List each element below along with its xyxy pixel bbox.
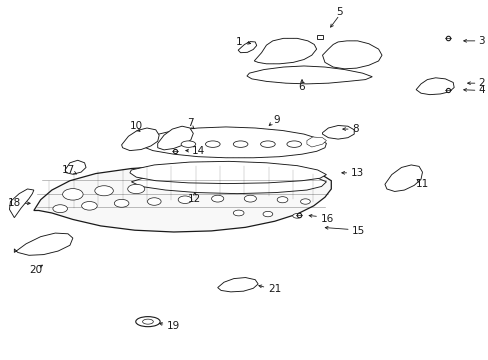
Ellipse shape — [286, 141, 301, 147]
Ellipse shape — [233, 210, 244, 216]
Ellipse shape — [53, 205, 67, 213]
Polygon shape — [254, 39, 316, 64]
Ellipse shape — [263, 211, 272, 217]
Polygon shape — [158, 126, 193, 150]
Polygon shape — [14, 233, 73, 255]
Text: 6: 6 — [298, 82, 305, 93]
Text: 13: 13 — [350, 168, 363, 178]
Text: 20: 20 — [29, 265, 42, 275]
Polygon shape — [131, 170, 326, 194]
Ellipse shape — [300, 199, 310, 204]
Ellipse shape — [81, 202, 97, 210]
Ellipse shape — [244, 195, 256, 202]
Polygon shape — [246, 66, 371, 84]
Polygon shape — [130, 161, 326, 184]
Ellipse shape — [114, 199, 129, 207]
Text: 12: 12 — [188, 194, 201, 204]
Ellipse shape — [211, 195, 224, 202]
Text: 19: 19 — [166, 321, 180, 331]
Text: 21: 21 — [267, 284, 281, 294]
Ellipse shape — [292, 213, 301, 218]
Ellipse shape — [127, 184, 144, 194]
Text: 9: 9 — [272, 115, 279, 125]
Text: 17: 17 — [61, 165, 75, 175]
Ellipse shape — [178, 196, 191, 203]
Ellipse shape — [205, 141, 220, 147]
Text: 3: 3 — [478, 36, 484, 46]
Ellipse shape — [147, 198, 161, 205]
Ellipse shape — [260, 141, 275, 147]
Ellipse shape — [277, 197, 287, 203]
Polygon shape — [306, 137, 326, 147]
Polygon shape — [415, 78, 453, 95]
Polygon shape — [9, 189, 34, 218]
Polygon shape — [238, 41, 256, 53]
Text: 5: 5 — [336, 7, 342, 17]
Polygon shape — [384, 165, 422, 192]
Text: 15: 15 — [351, 226, 364, 236]
Polygon shape — [122, 128, 159, 150]
Ellipse shape — [62, 189, 83, 200]
Polygon shape — [140, 127, 326, 158]
Text: 7: 7 — [187, 118, 194, 128]
Ellipse shape — [95, 186, 113, 196]
Text: 18: 18 — [8, 198, 21, 208]
Ellipse shape — [142, 319, 153, 324]
Polygon shape — [316, 35, 322, 40]
Polygon shape — [217, 278, 258, 292]
Polygon shape — [34, 165, 330, 232]
Text: 10: 10 — [129, 121, 142, 131]
Text: 4: 4 — [478, 85, 484, 95]
Text: 14: 14 — [191, 145, 204, 156]
Polygon shape — [322, 41, 381, 69]
Ellipse shape — [136, 317, 160, 327]
Text: 1: 1 — [235, 37, 242, 47]
Polygon shape — [65, 160, 86, 174]
Text: 2: 2 — [478, 78, 484, 88]
Text: 11: 11 — [415, 179, 428, 189]
Ellipse shape — [181, 141, 195, 147]
Text: 8: 8 — [351, 124, 358, 134]
Ellipse shape — [233, 141, 247, 147]
Text: 16: 16 — [320, 214, 333, 224]
Polygon shape — [322, 126, 353, 139]
